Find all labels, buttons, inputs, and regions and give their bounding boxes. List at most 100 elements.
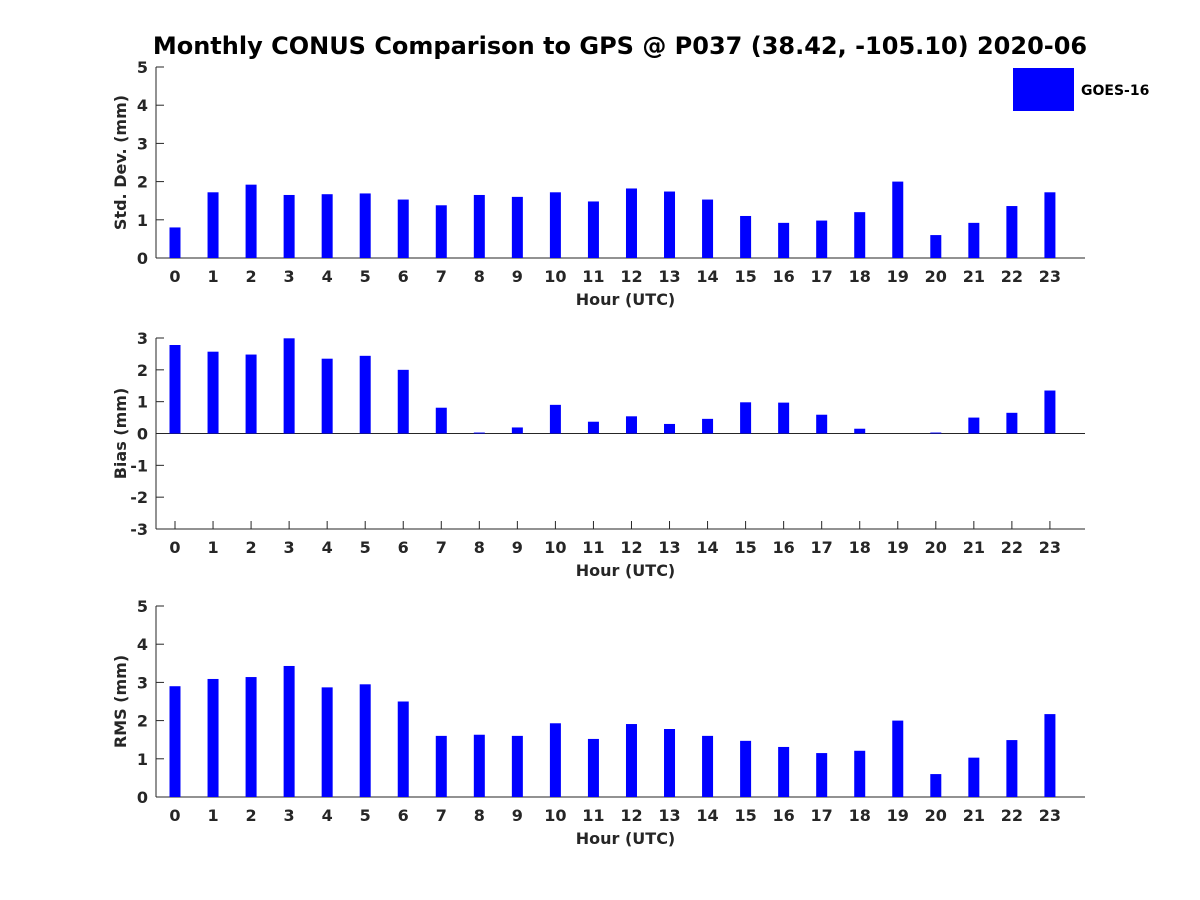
x-tick-label: 16 (773, 806, 795, 825)
x-tick-label: 4 (322, 806, 333, 825)
bar (854, 212, 866, 258)
y-tick-label: 1 (137, 211, 148, 230)
x-tick-label: 4 (322, 267, 333, 286)
bar (283, 194, 295, 258)
y-tick-label: -1 (130, 456, 148, 475)
bar (778, 222, 790, 258)
bar (778, 746, 790, 797)
legend-label: GOES-16 (1081, 83, 1149, 99)
bar (283, 665, 295, 797)
x-tick-label: 22 (1001, 538, 1023, 557)
y-tick-label: 5 (137, 597, 148, 616)
bar (587, 421, 599, 434)
x-tick-label: 7 (436, 538, 447, 557)
y-tick-label: 0 (137, 788, 148, 807)
bar (511, 196, 523, 258)
bar (435, 735, 447, 797)
x-tick-label: 7 (436, 267, 447, 286)
bar (1006, 412, 1018, 434)
x-tick-label: 14 (696, 538, 718, 557)
bar (359, 684, 371, 797)
x-tick-label: 19 (887, 538, 909, 557)
x-tick-label: 22 (1001, 806, 1023, 825)
bar (169, 227, 181, 258)
bar (930, 774, 942, 797)
x-tick-label: 12 (620, 267, 642, 286)
y-tick-label: 2 (137, 361, 148, 380)
x-tick-label: 10 (544, 267, 566, 286)
x-tick-label: 21 (963, 806, 985, 825)
x-tick-label: 9 (512, 806, 523, 825)
bar (778, 402, 790, 434)
bar (625, 188, 637, 258)
x-tick-label: 5 (360, 538, 371, 557)
y-tick-label: 2 (137, 712, 148, 731)
x-tick-label: 9 (512, 267, 523, 286)
x-tick-label: 14 (696, 267, 718, 286)
x-tick-label: 0 (169, 806, 180, 825)
bar (207, 678, 219, 797)
bar (397, 199, 409, 258)
x-tick-label: 12 (620, 538, 642, 557)
bar (359, 193, 371, 258)
y-tick-label: 3 (137, 329, 148, 348)
y-tick-label: 0 (137, 425, 148, 444)
bar (473, 194, 485, 258)
y-tick-label: 0 (137, 249, 148, 268)
y-tick-label: 1 (137, 750, 148, 769)
bar (1044, 714, 1056, 797)
bar (435, 407, 447, 434)
y-tick-label: 4 (137, 635, 148, 654)
bar (968, 757, 980, 797)
x-tick-label: 0 (169, 267, 180, 286)
bar (245, 677, 257, 797)
bar (854, 750, 866, 797)
bar (321, 358, 333, 434)
bar (930, 432, 942, 434)
bar (1006, 740, 1018, 797)
x-tick-label: 15 (734, 538, 756, 557)
y-tick-label: 3 (137, 673, 148, 692)
bar (664, 423, 676, 434)
x-tick-label: 8 (474, 538, 485, 557)
bar (549, 723, 561, 797)
bar (740, 215, 752, 258)
bar (740, 740, 752, 797)
x-tick-label: 18 (849, 538, 871, 557)
bar (511, 427, 523, 434)
y-axis-label: Bias (mm) (111, 388, 130, 480)
x-tick-label: 23 (1039, 267, 1061, 286)
bar (245, 184, 257, 258)
x-tick-label: 16 (773, 267, 795, 286)
bar (625, 724, 637, 797)
x-tick-label: 10 (544, 538, 566, 557)
bar (854, 428, 866, 434)
x-tick-label: 8 (474, 806, 485, 825)
bar (473, 734, 485, 797)
bar (397, 701, 409, 797)
bar (968, 222, 980, 258)
bar (664, 729, 676, 797)
x-tick-label: 0 (169, 538, 180, 557)
x-tick-label: 8 (474, 267, 485, 286)
x-tick-label: 14 (696, 806, 718, 825)
x-tick-label: 17 (811, 806, 833, 825)
x-tick-label: 13 (658, 806, 680, 825)
x-tick-label: 1 (207, 267, 218, 286)
x-tick-label: 12 (620, 806, 642, 825)
x-tick-label: 20 (925, 267, 947, 286)
bar (664, 191, 676, 258)
bar (397, 369, 409, 434)
bar (283, 338, 295, 434)
y-axis-label: Std. Dev. (mm) (111, 95, 130, 230)
x-tick-label: 2 (246, 538, 257, 557)
x-tick-label: 23 (1039, 538, 1061, 557)
x-tick-label: 19 (887, 267, 909, 286)
x-tick-label: 3 (284, 806, 295, 825)
x-tick-label: 2 (246, 806, 257, 825)
x-tick-label: 9 (512, 538, 523, 557)
bar (207, 351, 219, 434)
